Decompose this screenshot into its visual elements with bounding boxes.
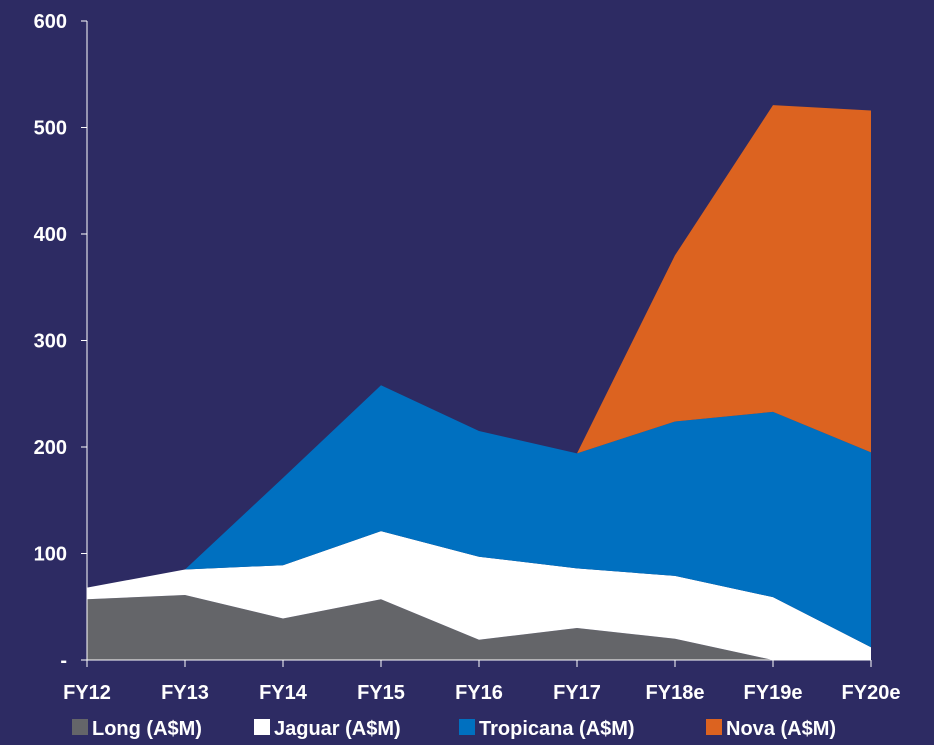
- legend-swatch: [706, 719, 722, 735]
- area-long: [87, 595, 871, 660]
- legend-item-tropicana: Tropicana (A$M): [459, 718, 635, 740]
- legend-label: Tropicana (A$M): [479, 718, 635, 740]
- legend-swatch: [459, 719, 475, 735]
- x-tick-label: FY13: [161, 682, 209, 704]
- y-tick-label: -: [60, 650, 67, 672]
- x-tick-label: FY16: [455, 682, 503, 704]
- area-nova: [87, 105, 871, 588]
- y-tick-label: 300: [34, 331, 67, 353]
- x-tick-label: FY15: [357, 682, 405, 704]
- legend-label: Jaguar (A$M): [274, 718, 401, 740]
- y-tick-label: 100: [34, 544, 67, 566]
- legend-item-jaguar: Jaguar (A$M): [254, 718, 401, 740]
- x-axis-ticks: FY12 FY13 FY14 FY15 FY16 FY17 FY18e FY19e FY20e: [63, 660, 900, 704]
- y-tick-label: 500: [34, 118, 67, 140]
- x-tick-label: FY19e: [744, 682, 803, 704]
- x-tick-label: FY12: [63, 682, 111, 704]
- y-tick-label: 200: [34, 437, 67, 459]
- legend-swatch: [254, 719, 270, 735]
- legend: Long (A$M) Jaguar (A$M) Tropicana (A$M) Nov…: [72, 718, 836, 740]
- area-jaguar: [87, 531, 871, 660]
- legend-swatch: [72, 719, 88, 735]
- legend-label: Nova (A$M): [726, 718, 836, 740]
- area-tropicana: [87, 385, 871, 648]
- x-tick-label: FY17: [553, 682, 601, 704]
- area-series-group: [87, 105, 871, 660]
- x-tick-label: FY20e: [842, 682, 901, 704]
- legend-item-nova: Nova (A$M): [706, 718, 836, 740]
- y-tick-label: 600: [34, 11, 67, 33]
- legend-item-long: Long (A$M): [72, 718, 202, 740]
- legend-label: Long (A$M): [92, 718, 202, 740]
- x-tick-label: FY14: [259, 682, 308, 704]
- y-tick-label: 400: [34, 224, 67, 246]
- y-axis-ticks: - 100 200 300 400 500 600: [34, 11, 87, 672]
- x-tick-label: FY18e: [646, 682, 705, 704]
